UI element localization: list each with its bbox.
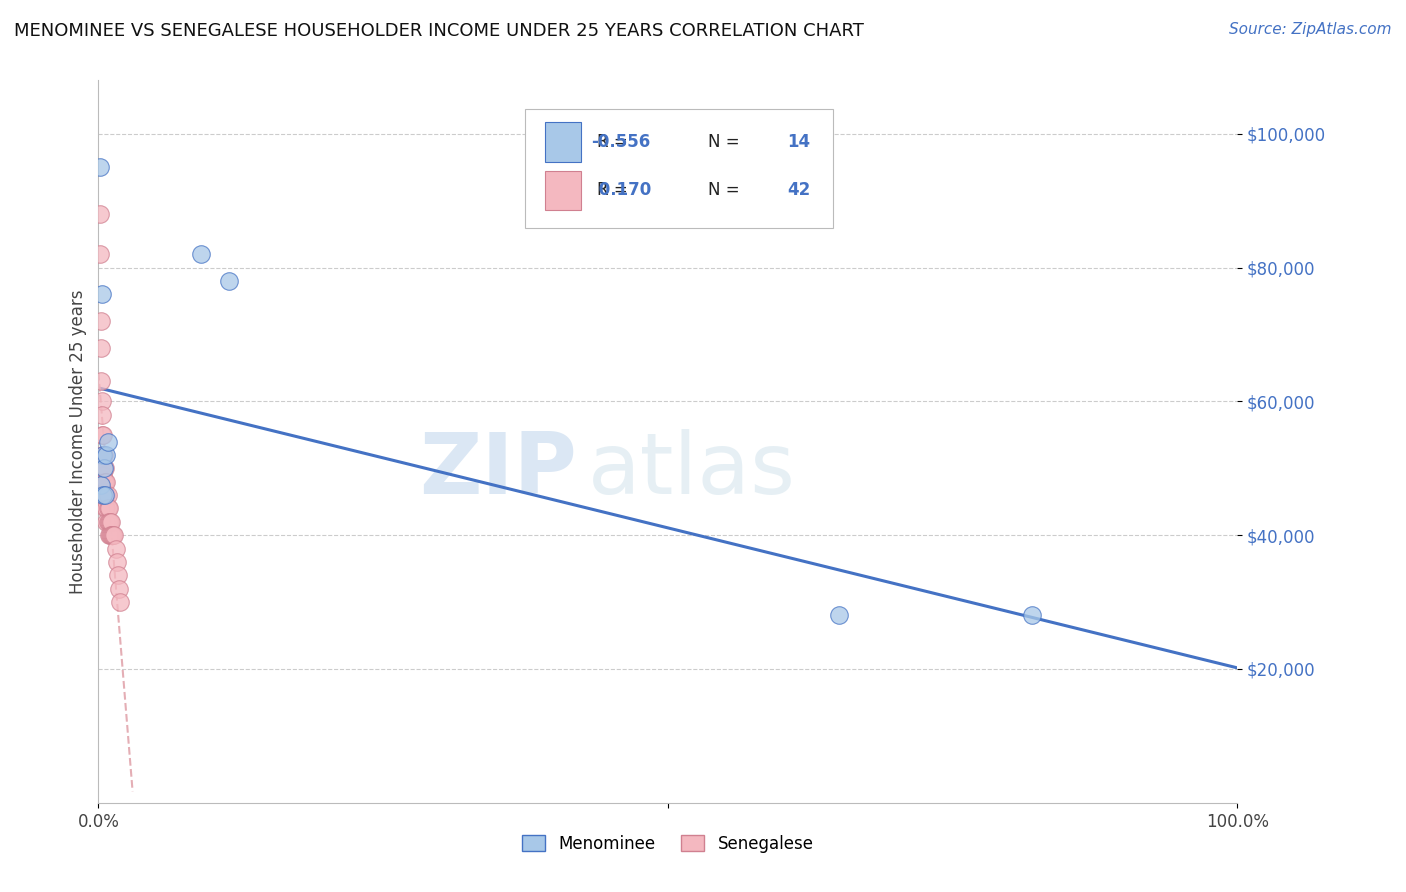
Point bbox=[94, 488, 117, 502]
Point bbox=[108, 595, 131, 609]
Text: R =: R = bbox=[598, 181, 628, 200]
Point bbox=[103, 528, 125, 542]
Point bbox=[96, 515, 118, 529]
Point bbox=[96, 501, 118, 516]
Point bbox=[1021, 608, 1043, 623]
Point bbox=[93, 488, 115, 502]
Text: 0.170: 0.170 bbox=[592, 181, 651, 200]
Point bbox=[90, 478, 112, 492]
Point bbox=[96, 488, 118, 502]
Point bbox=[91, 448, 114, 462]
Point bbox=[91, 427, 114, 442]
Text: -0.556: -0.556 bbox=[592, 133, 651, 151]
Point bbox=[97, 501, 120, 516]
Point bbox=[100, 515, 122, 529]
Point bbox=[96, 475, 118, 489]
Point bbox=[93, 448, 115, 462]
Text: R =: R = bbox=[598, 133, 628, 151]
Point bbox=[96, 515, 118, 529]
Point bbox=[93, 461, 115, 475]
Point bbox=[97, 515, 120, 529]
Point bbox=[91, 488, 114, 502]
Point bbox=[96, 448, 118, 462]
Point bbox=[90, 394, 112, 409]
Text: 42: 42 bbox=[787, 181, 810, 200]
Point bbox=[105, 555, 128, 569]
Point bbox=[98, 515, 121, 529]
FancyBboxPatch shape bbox=[546, 170, 581, 211]
Point bbox=[96, 488, 118, 502]
Point bbox=[89, 207, 111, 221]
Text: N =: N = bbox=[707, 181, 740, 200]
Point bbox=[93, 475, 115, 489]
Point bbox=[94, 501, 117, 516]
Point bbox=[90, 287, 112, 301]
Point bbox=[91, 448, 114, 462]
Point bbox=[90, 314, 112, 328]
Point bbox=[96, 501, 118, 516]
Point bbox=[218, 274, 240, 288]
Y-axis label: Householder Income Under 25 years: Householder Income Under 25 years bbox=[69, 289, 87, 594]
Point bbox=[108, 582, 131, 596]
Text: N =: N = bbox=[707, 133, 740, 151]
Text: MENOMINEE VS SENEGALESE HOUSEHOLDER INCOME UNDER 25 YEARS CORRELATION CHART: MENOMINEE VS SENEGALESE HOUSEHOLDER INCO… bbox=[14, 22, 863, 40]
Point bbox=[94, 488, 117, 502]
Point bbox=[94, 475, 117, 489]
Point bbox=[89, 161, 111, 175]
Point bbox=[90, 408, 112, 422]
Point bbox=[89, 247, 111, 261]
Point bbox=[91, 467, 114, 482]
Point bbox=[103, 528, 125, 542]
Point bbox=[94, 461, 117, 475]
Point bbox=[107, 568, 129, 582]
FancyBboxPatch shape bbox=[546, 122, 581, 162]
Point bbox=[96, 434, 118, 449]
Point bbox=[190, 247, 212, 261]
Point bbox=[90, 341, 112, 355]
Point bbox=[101, 528, 124, 542]
Legend: Menominee, Senegalese: Menominee, Senegalese bbox=[516, 828, 820, 860]
Point bbox=[104, 541, 127, 556]
Point bbox=[98, 528, 121, 542]
Text: 14: 14 bbox=[787, 133, 810, 151]
Point bbox=[90, 375, 112, 389]
Text: Source: ZipAtlas.com: Source: ZipAtlas.com bbox=[1229, 22, 1392, 37]
Text: ZIP: ZIP bbox=[419, 429, 576, 512]
Text: atlas: atlas bbox=[588, 429, 796, 512]
Point bbox=[93, 461, 115, 475]
Point bbox=[97, 528, 120, 542]
Point bbox=[828, 608, 851, 623]
Point bbox=[90, 448, 112, 462]
Point bbox=[90, 427, 112, 442]
FancyBboxPatch shape bbox=[526, 109, 832, 228]
Point bbox=[100, 528, 122, 542]
